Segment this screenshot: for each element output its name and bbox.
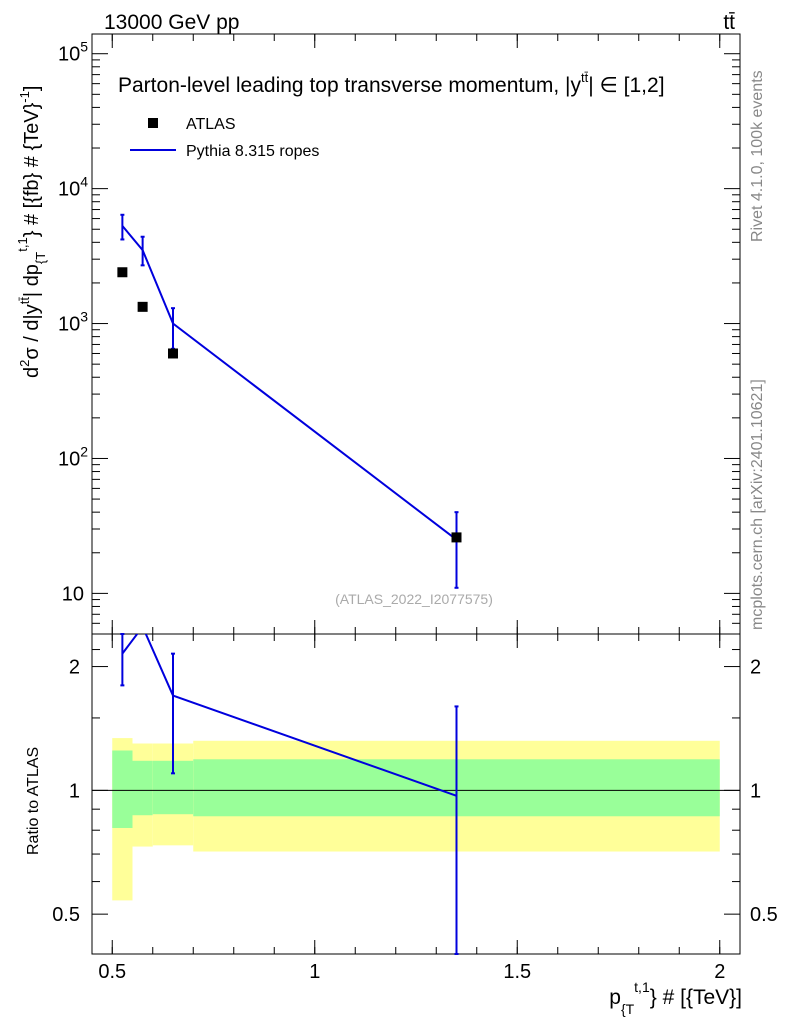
process-label: tt̄ [723,11,735,34]
x-tick-label: 1 [309,961,320,983]
legend-pythia-label: Pythia 8.315 ropes [186,143,319,160]
ratio-y-tick-label-left: 1 [69,780,80,802]
ratio-plot-frame [91,633,741,955]
ratio-pythia-line [121,634,457,797]
top-y-tick-label: 10 [62,583,84,605]
mcplots-label: mcplots.cern.ch [arXiv:2401.10621] [749,379,766,630]
legend: ATLAS Pythia 8.315 ropes [130,116,319,160]
top-y-axis-label: d2σ / d|ytt̄| dp{Tt,1} # [{fb} # {TeV}-1… [15,86,48,378]
analysis-watermark: (ATLAS_2022_I2077575) [335,591,493,607]
inner-band-1 [132,760,153,816]
axis-ticks: 0.5 1 1.5 2 10 102 103 104 105 0.5 0.5 1 1 2 2 [52,34,778,983]
ratio-plot-marks [120,633,459,955]
ratio-y-tick-label-right: 2 [750,657,761,679]
atlas-data-point [117,267,128,278]
inner-band-0 [112,750,133,828]
x-axis-label: p{Tt,1} # [{TeV}] [609,979,742,1017]
ratio-y-tick-label-left: 0.5 [52,904,80,926]
atlas-data-point [451,532,462,543]
top-y-tick-label: 103 [58,309,88,336]
x-tick-label: 1.5 [503,961,531,983]
chart-title: Parton-level leading top transverse mome… [118,70,665,97]
ratio-y-axis-label: Ratio to ATLAS [25,747,42,855]
ratio-y-tick-label-left: 2 [69,657,80,679]
rivet-label: Rivet 4.1.0, 100k events [749,70,766,242]
legend-atlas-marker [148,118,158,128]
x-tick-label: 0.5 [98,961,126,983]
atlas-data-point [137,301,148,312]
ratio-bands [92,738,740,901]
ratio-y-tick-label-right: 0.5 [750,904,778,926]
top-y-tick-label: 102 [58,443,88,470]
top-y-tick-label: 105 [58,39,88,66]
energy-label: 13000 GeV pp [104,11,239,34]
top-plot-marks [117,213,462,589]
top-y-tick-label: 104 [58,174,88,201]
x-tick-label: 2 [714,961,725,983]
ratio-y-tick-label-right: 1 [750,780,761,802]
pythia-line [121,225,458,541]
atlas-data-point [168,348,178,359]
legend-atlas-label: ATLAS [186,116,236,133]
